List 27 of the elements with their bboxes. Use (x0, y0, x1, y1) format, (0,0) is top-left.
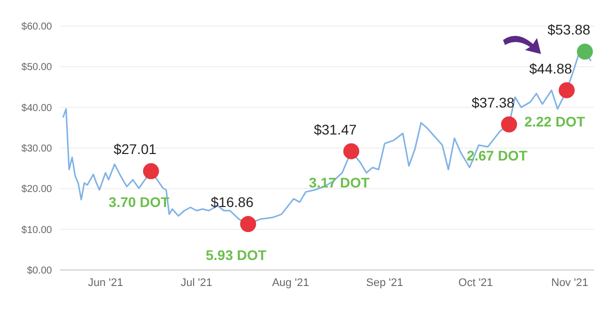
annotation: 2.22 DOT (524, 113, 586, 130)
y-tick-label: $0.00 (26, 266, 52, 277)
x-tick-label: Jun '21 (88, 276, 124, 289)
point (240, 216, 256, 232)
annotation: $31.47 (314, 121, 357, 138)
annotation: 5.93 DOT (206, 247, 267, 264)
point (558, 82, 575, 98)
y-tick-label: $60.00 (21, 22, 52, 33)
point (501, 116, 518, 132)
annotation: $44.88 (529, 60, 572, 76)
y-tick-label: $10.00 (21, 224, 52, 236)
annotation: $53.88 (547, 22, 591, 38)
y-tick-label: $50.00 (21, 62, 52, 74)
point (343, 143, 360, 160)
y-tick-label: $20.00 (21, 184, 52, 196)
annotation: $37.38 (472, 94, 515, 110)
x-tick-label: Aug '21 (272, 276, 310, 289)
annotation: $16.86 (210, 194, 254, 210)
point (143, 163, 160, 180)
y-tick-label: $30.00 (21, 144, 52, 155)
x-tick-label: Jul '21 (180, 276, 212, 289)
y-tick-label: $40.00 (21, 102, 52, 114)
annotation: $27.01 (114, 141, 157, 158)
point (576, 44, 593, 60)
x-tick-label: Nov '21 (551, 276, 588, 289)
x-tick-label: Oct '21 (458, 276, 493, 289)
x-tick-label: Sep '21 (366, 276, 404, 289)
